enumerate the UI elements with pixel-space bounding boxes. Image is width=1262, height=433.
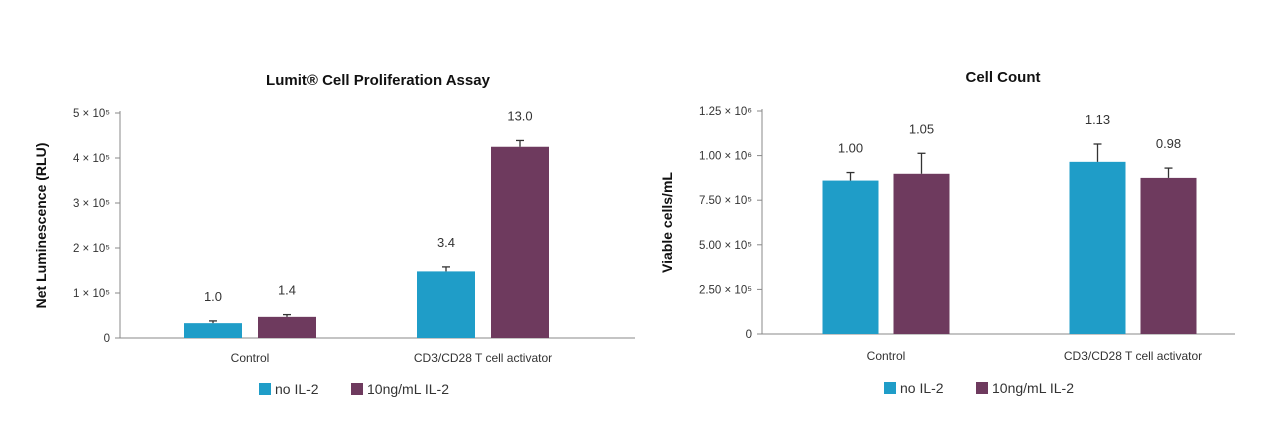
y-tick-label: 5 × 10⁵: [73, 108, 110, 120]
bar: [893, 173, 950, 334]
y-axis-label: Net Luminescence (RLU): [33, 143, 49, 309]
data-label: 1.0: [204, 289, 222, 304]
bar: [822, 180, 879, 334]
x-category-label: Control: [867, 349, 906, 363]
legend-label: 10ng/mL IL-2: [992, 380, 1074, 396]
bar: [417, 271, 475, 338]
y-axis-label: Viable cells/mL: [659, 172, 675, 273]
legend-label: no IL-2: [900, 380, 944, 396]
y-tick-label: 1.00 × 10⁶: [699, 151, 752, 163]
legend-label: 10ng/mL IL-2: [367, 381, 449, 397]
y-tick-label: 7.50 × 10⁵: [699, 195, 752, 207]
y-tick-label: 2 × 10⁵: [73, 243, 110, 255]
y-tick-label: 1.25 × 10⁶: [699, 106, 752, 118]
y-tick-label: 2.50 × 10⁵: [699, 284, 752, 296]
x-category-label: Control: [231, 351, 270, 365]
chart-title: Cell Count: [966, 69, 1041, 86]
data-label: 1.05: [909, 121, 934, 136]
legend-swatch: [976, 382, 988, 394]
legend-swatch: [884, 382, 896, 394]
y-tick-label: 0: [746, 329, 752, 341]
legend-swatch: [259, 383, 271, 395]
bar: [1069, 161, 1126, 334]
bar: [184, 323, 242, 338]
data-label: 1.13: [1085, 112, 1110, 127]
data-label: 3.4: [437, 235, 455, 250]
y-tick-label: 0: [104, 333, 110, 345]
y-tick-label: 4 × 10⁵: [73, 153, 110, 165]
chart-title: Lumit® Cell Proliferation Assay: [266, 72, 491, 89]
y-tick-label: 3 × 10⁵: [73, 198, 110, 210]
chart-cell-count: Cell Count Viable cells/mL 0 2.50 × 10⁵ 5.00…: [659, 69, 1235, 396]
bar: [1140, 177, 1197, 334]
chart-lumit-proliferation: Lumit® Cell Proliferation Assay Net Lumin…: [33, 72, 635, 397]
bar: [258, 316, 316, 338]
legend-swatch: [351, 383, 363, 395]
legend-label: no IL-2: [275, 381, 319, 397]
y-tick-label: 5.00 × 10⁵: [699, 240, 752, 252]
data-label: 0.98: [1156, 136, 1181, 151]
data-label: 1.4: [278, 283, 296, 298]
bar: [491, 146, 549, 338]
data-label: 1.00: [838, 141, 863, 156]
x-category-label: CD3/CD28 T cell activator: [1064, 349, 1202, 363]
y-tick-label: 1 × 10⁵: [73, 288, 110, 300]
x-category-label: CD3/CD28 T cell activator: [414, 351, 552, 365]
data-label: 13.0: [507, 108, 532, 123]
